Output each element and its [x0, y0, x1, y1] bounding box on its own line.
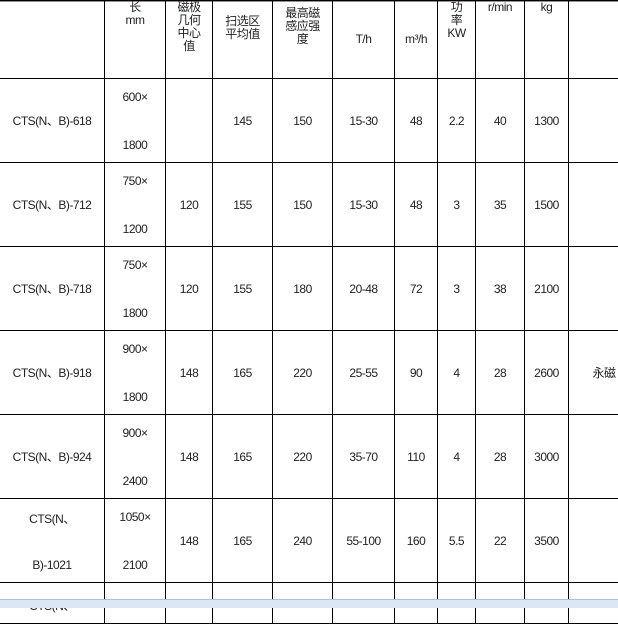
header-cell: 扫选区 平均值 [213, 1, 273, 79]
rpm-cell: 38 [476, 247, 525, 331]
kg-cell: 2600 [525, 331, 569, 415]
avg-cell: 155 [213, 247, 273, 331]
kg-cell: 2100 [525, 247, 569, 331]
max-cell: 150 [273, 79, 333, 163]
kw-cell: 3 [438, 247, 476, 331]
avg-cell: 165 [213, 331, 273, 415]
header-cell: r/min [476, 1, 525, 79]
dimension-line: 900× [105, 342, 165, 356]
rpm-cell: 28 [476, 331, 525, 415]
m3h-cell: 72 [395, 247, 438, 331]
avg-cell: 165 [213, 499, 273, 583]
center-cell: 148 [166, 331, 213, 415]
center-cell [166, 79, 213, 163]
header-cell: 长 mm [105, 1, 166, 79]
avg-cell: 145 [213, 79, 273, 163]
model-cell: CTS(N、B)-918 [0, 331, 105, 415]
max-cell: 220 [273, 331, 333, 415]
model-cell: CTS(N、B)-618 [0, 79, 105, 163]
rpm-cell: 28 [476, 415, 525, 499]
dimension-line: 900× [105, 426, 165, 440]
kw-cell: 2.2 [438, 79, 476, 163]
header-cell: T/h [333, 1, 395, 79]
m3h-cell: 160 [395, 499, 438, 583]
dimension-line: 2400 [105, 474, 165, 488]
header-cell: 功 率 KW [438, 1, 476, 79]
kw-cell: 4 [438, 415, 476, 499]
th-cell: 35-70 [333, 415, 395, 499]
header-cell: 磁极 几何 中心 值 [166, 1, 213, 79]
center-cell: 120 [166, 163, 213, 247]
note-cell [569, 163, 618, 247]
dimension-cell: 900× 1800 [105, 331, 166, 415]
center-cell: 148 [166, 415, 213, 499]
th-cell: 25-55 [333, 331, 395, 415]
m3h-cell: 48 [395, 79, 438, 163]
kg-cell: 3000 [525, 415, 569, 499]
kg-cell: 3500 [525, 499, 569, 583]
model-cell: CTS(N、B)-718 [0, 247, 105, 331]
kg-cell: 1300 [525, 79, 569, 163]
max-cell: 240 [273, 499, 333, 583]
dimension-line: 1800 [105, 138, 165, 152]
dimension-line: 1800 [105, 390, 165, 404]
th-cell: 20-48 [333, 247, 395, 331]
dimension-cell: 600× 1800 [105, 79, 166, 163]
rpm-cell: 35 [476, 163, 525, 247]
kw-cell: 4 [438, 331, 476, 415]
rpm-cell: 40 [476, 79, 525, 163]
th-cell: 15-30 [333, 79, 395, 163]
max-cell: 220 [273, 415, 333, 499]
model-cell: CTS(N、B)-712 [0, 163, 105, 247]
kg-cell: 1500 [525, 163, 569, 247]
th-cell: 55-100 [333, 499, 395, 583]
note-cell [569, 499, 618, 583]
dimension-line: 750× [105, 174, 165, 188]
center-cell: 120 [166, 247, 213, 331]
dimension-cell: 1050× 2100 [105, 499, 166, 583]
center-cell: 148 [166, 499, 213, 583]
header-cell: m³/h [395, 1, 438, 79]
header-cell [0, 1, 105, 79]
max-cell: 180 [273, 247, 333, 331]
rpm-cell: 22 [476, 499, 525, 583]
max-cell: 150 [273, 163, 333, 247]
kw-cell: 3 [438, 163, 476, 247]
header-cell [569, 1, 618, 79]
note-cell [569, 79, 618, 163]
note-cell [569, 415, 618, 499]
model-cell: CTS(N、B)-924 [0, 415, 105, 499]
model-line: CTS(N、 [0, 510, 104, 527]
m3h-cell: 48 [395, 163, 438, 247]
avg-cell: 155 [213, 163, 273, 247]
dimension-line: 750× [105, 258, 165, 272]
model-line: B)-1021 [0, 558, 104, 572]
dimension-cell: 900× 2400 [105, 415, 166, 499]
header-cell: kg [525, 1, 569, 79]
model-cell: CTS(N、 B)-1021 [0, 499, 105, 583]
m3h-cell: 110 [395, 415, 438, 499]
dimension-cell: 750× 1800 [105, 247, 166, 331]
dimension-line: 1050× [105, 510, 165, 524]
dimension-line: 2100 [105, 558, 165, 572]
th-cell: 15-30 [333, 163, 395, 247]
avg-cell: 165 [213, 415, 273, 499]
dimension-line: 600× [105, 90, 165, 104]
dimension-line: 1800 [105, 306, 165, 320]
kw-cell: 5.5 [438, 499, 476, 583]
note-cell [569, 247, 618, 331]
m3h-cell: 90 [395, 331, 438, 415]
dimension-line: 1200 [105, 222, 165, 236]
header-cell: 最高磁 感应强 度 [273, 1, 333, 79]
note-cell: 永磁 [569, 331, 618, 415]
dimension-cell: 750× 1200 [105, 163, 166, 247]
